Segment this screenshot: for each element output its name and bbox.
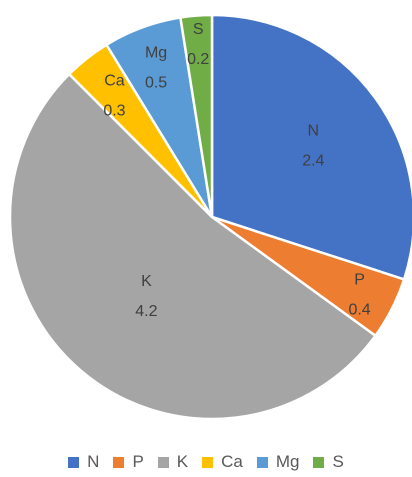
legend-swatch [313,456,325,468]
legend-swatch [256,456,268,468]
legend-label: Mg [275,452,300,471]
slice-labels: N 2.4 P 0.4 K 4.2 Ca 0.3 Mg 0.5 S 0.2 [103,21,370,320]
slice-value-label: 0.2 [187,51,209,68]
legend-item-ca: Ca [202,452,243,472]
legend-label: K [176,452,189,471]
slice-value-label: 0.4 [348,301,370,318]
slice-value-label: 2.4 [302,153,324,170]
legend-item-p: P [113,452,144,472]
pie-slice-n [210,13,412,281]
legend-item-mg: Mg [256,452,300,472]
slice-category-label: Mg [145,45,167,62]
slice-category-label: N [308,123,320,140]
pie-slice-k [8,72,377,421]
slice-category-label: K [141,273,152,290]
legend-item-k: K [157,452,189,472]
slice-category-label: S [193,21,204,38]
legend-swatch [68,456,80,468]
slice-category-label: P [354,271,365,288]
legend-label: P [132,452,144,471]
legend-label: N [87,452,100,471]
slice-value-label: 0.5 [145,75,167,92]
pie-slices [8,13,412,421]
slice-category-label: Ca [104,72,125,89]
slice-value-label: 4.2 [135,303,157,320]
chart-legend: N P K Ca Mg S [0,452,412,472]
slice-value-label: 0.3 [103,102,125,119]
legend-item-s: S [313,452,344,472]
legend-label: S [332,452,344,471]
legend-swatch [113,456,125,468]
legend-label: Ca [221,452,243,471]
legend-swatch [202,456,214,468]
pie-slice-s [179,13,214,219]
legend-item-n: N [68,452,99,472]
legend-swatch [157,456,169,468]
